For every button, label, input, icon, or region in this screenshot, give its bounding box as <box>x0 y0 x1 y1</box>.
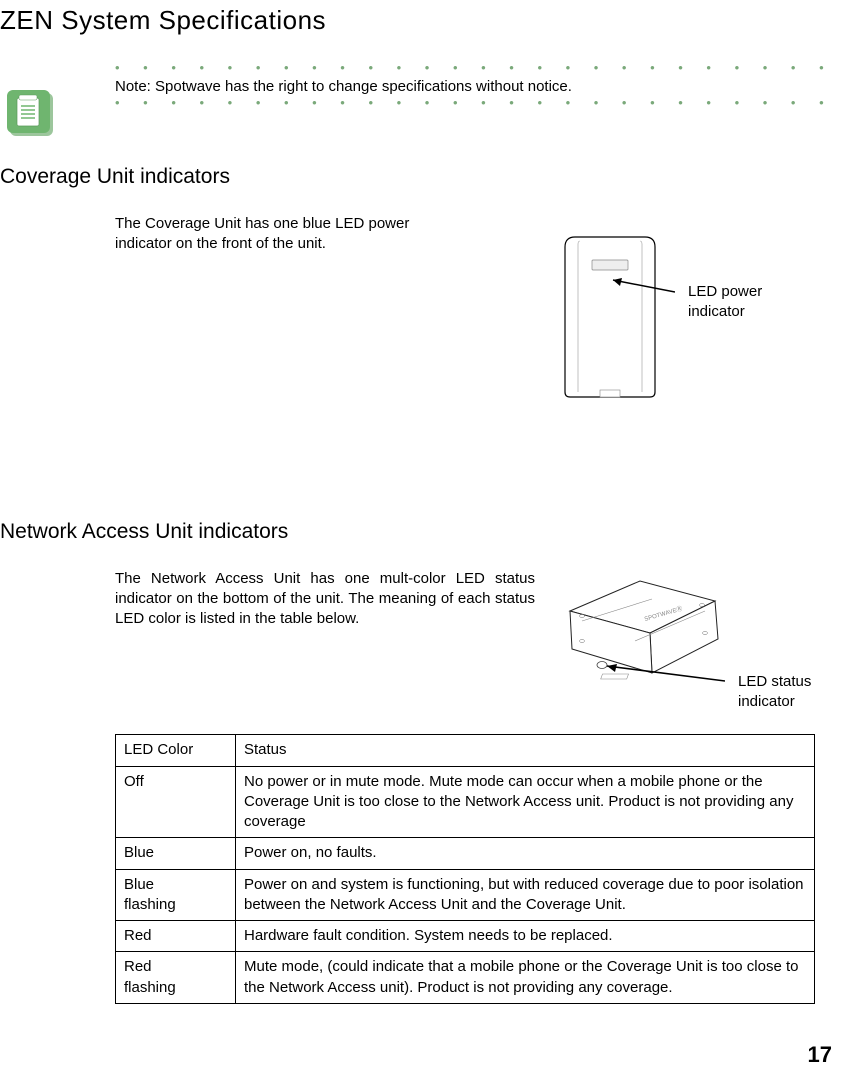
cell-status: Hardware fault condition. System needs t… <box>236 921 815 952</box>
table-header-row: LED Color Status <box>116 735 815 766</box>
cell-status: Power on, no faults. <box>236 838 815 869</box>
callout-line1: LED power <box>688 283 762 300</box>
network-body-text: The Network Access Unit has one mult-col… <box>115 569 535 630</box>
header-led-color: LED Color <box>116 735 236 766</box>
callout-line1: LED status <box>738 673 811 690</box>
coverage-unit-figure <box>560 232 675 402</box>
table-row: Blueflashing Power on and system is func… <box>116 869 815 921</box>
table-row: Red Hardware fault condition. System nee… <box>116 921 815 952</box>
coverage-callout: LED power indicator <box>688 282 762 321</box>
page-title: ZEN System Specifications <box>0 5 832 36</box>
cell-status: Mute mode, (could indicate that a mobile… <box>236 952 815 1004</box>
table-row: Blue Power on, no faults. <box>116 838 815 869</box>
note-text: Note: Spotwave has the right to change s… <box>115 70 832 101</box>
cell-color: Blueflashing <box>116 869 236 921</box>
led-status-table: LED Color Status Off No power or in mute… <box>115 734 815 1004</box>
cell-color: Off <box>116 766 236 838</box>
coverage-body-text: The Coverage Unit has one blue LED power… <box>115 214 445 255</box>
page-number: 17 <box>808 1042 832 1068</box>
coverage-title: Coverage Unit indicators <box>0 165 832 189</box>
coverage-section: Coverage Unit indicators The Coverage Un… <box>0 165 832 255</box>
cell-color: Blue <box>116 838 236 869</box>
header-status: Status <box>236 735 815 766</box>
dotted-line-top: • • • • • • • • • • • • • • • • • • • • … <box>115 66 835 70</box>
cell-status: Power on and system is functioning, but … <box>236 869 815 921</box>
notepad-icon <box>5 88 55 138</box>
network-title: Network Access Unit indicators <box>0 520 832 544</box>
cell-color: Redflashing <box>116 952 236 1004</box>
table-row: Redflashing Mute mode, (could indicate t… <box>116 952 815 1004</box>
dotted-line-bottom: • • • • • • • • • • • • • • • • • • • • … <box>115 101 835 105</box>
callout-line2: indicator <box>738 693 795 710</box>
table-row: Off No power or in mute mode. Mute mode … <box>116 766 815 838</box>
network-callout: LED status indicator <box>738 672 811 711</box>
cell-color: Red <box>116 921 236 952</box>
note-block: • • • • • • • • • • • • • • • • • • • • … <box>0 66 832 105</box>
cell-status: No power or in mute mode. Mute mode can … <box>236 766 815 838</box>
network-unit-figure: SPOTWAVEⓇ <box>560 571 725 701</box>
callout-line2: indicator <box>688 303 745 320</box>
